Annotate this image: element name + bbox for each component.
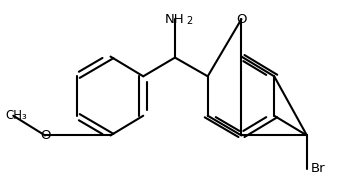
- Text: Br: Br: [310, 162, 325, 175]
- Text: O: O: [236, 13, 247, 26]
- Text: O: O: [40, 129, 50, 142]
- Text: CH₃: CH₃: [6, 109, 28, 122]
- Text: NH: NH: [165, 13, 185, 26]
- Text: 2: 2: [186, 16, 192, 26]
